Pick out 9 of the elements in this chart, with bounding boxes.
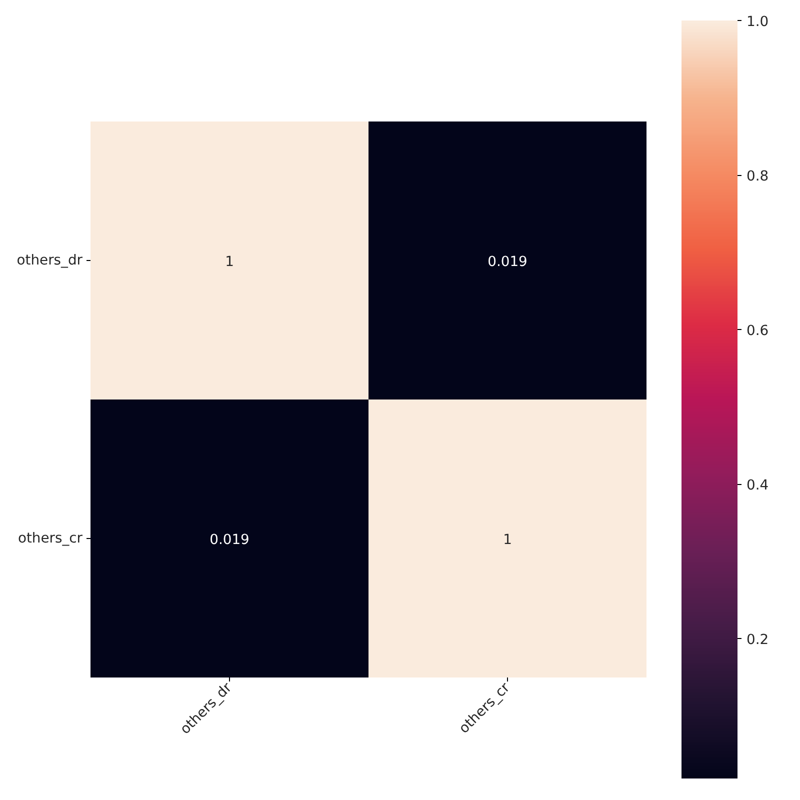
color-bar-label: 0.8	[746, 168, 769, 185]
color-bar-label: 1.0	[746, 14, 769, 30]
color-bar-label: 0.2	[746, 632, 769, 648]
data-label: 1	[503, 532, 512, 548]
color-bar-label: 0.4	[746, 478, 769, 494]
color-bar-label: 0.6	[746, 323, 769, 340]
data-label: 1	[225, 254, 234, 270]
data-label: 0.019	[210, 532, 250, 548]
data-label: 0.019	[488, 254, 528, 270]
